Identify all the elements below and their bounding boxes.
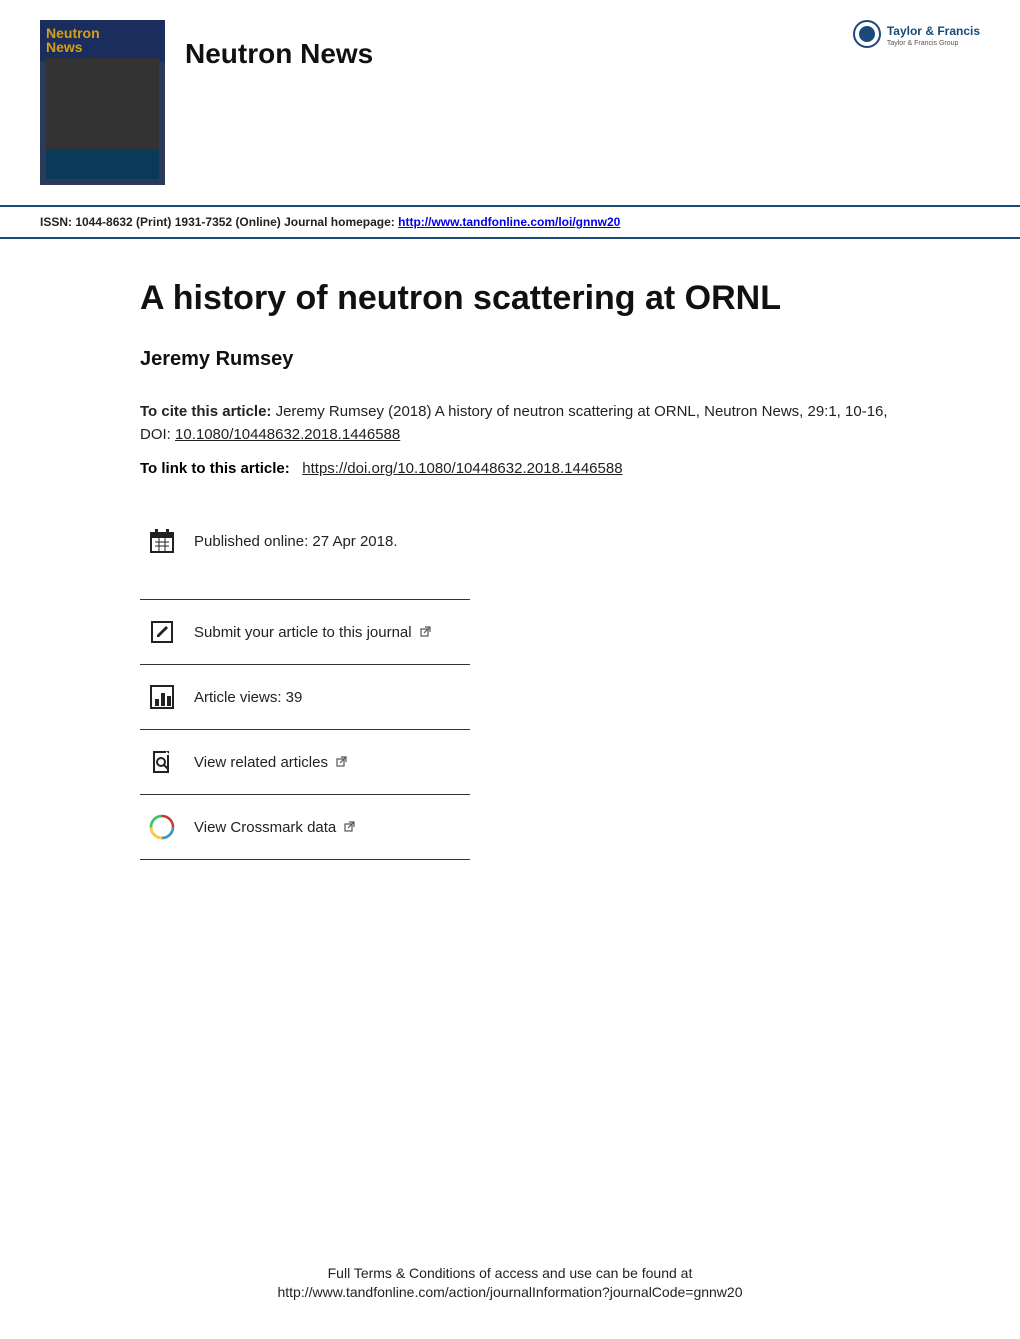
article-title: A history of neutron scattering at ORNL — [140, 279, 900, 318]
article-views-label: Article views: 39 — [194, 689, 302, 706]
issn-text: ISSN: 1044-8632 (Print) 1931-7352 (Onlin… — [40, 215, 398, 229]
doi-link-line: To link to this article: https://doi.org… — [140, 460, 900, 477]
related-icon — [148, 748, 176, 776]
publisher-name: Taylor & Francis — [887, 24, 980, 38]
bar-chart-icon — [148, 683, 176, 711]
cover-body-image — [46, 58, 159, 179]
crossmark-row[interactable]: View Crossmark data — [140, 795, 470, 860]
published-online-row: Published online: 27 Apr 2018. — [140, 527, 470, 573]
cite-label: To cite this article: — [140, 403, 271, 420]
cover-masthead-line-2: News — [46, 39, 83, 55]
cover-bottom-band — [46, 149, 159, 179]
article-actions: Published online: 27 Apr 2018. Submit yo… — [140, 527, 900, 860]
article-author: Jeremy Rumsey — [140, 348, 900, 371]
issn-bar: ISSN: 1044-8632 (Print) 1931-7352 (Onlin… — [0, 205, 1020, 239]
publisher-logo-icon — [853, 20, 881, 48]
related-articles-row[interactable]: View related articles — [140, 730, 470, 795]
submit-article-row[interactable]: Submit your article to this journal — [140, 599, 470, 665]
publisher-tagline: Taylor & Francis Group — [887, 40, 980, 47]
footer-terms: Full Terms & Conditions of access and us… — [0, 1264, 1020, 1303]
footer-line-2: http://www.tandfonline.com/action/journa… — [0, 1283, 1020, 1303]
header: Neutron News Neutron News Taylor & Franc… — [0, 0, 1020, 195]
calendar-icon — [148, 527, 176, 555]
doi-url-link[interactable]: https://doi.org/10.1080/10448632.2018.14… — [302, 460, 622, 477]
related-articles-label: View related articles — [194, 754, 347, 771]
citation-block: To cite this article: Jeremy Rumsey (201… — [140, 401, 900, 446]
published-online-label: Published online: 27 Apr 2018. — [194, 533, 398, 550]
footer-line-1: Full Terms & Conditions of access and us… — [0, 1264, 1020, 1284]
cover-masthead: Neutron News — [46, 26, 159, 54]
journal-homepage-link[interactable]: http://www.tandfonline.com/loi/gnnw20 — [398, 215, 620, 229]
external-link-icon — [420, 624, 431, 635]
external-link-icon — [336, 754, 347, 765]
journal-cover-thumbnail: Neutron News — [40, 20, 165, 185]
cite-doi-link[interactable]: 10.1080/10448632.2018.1446588 — [175, 426, 400, 443]
journal-title: Neutron News — [185, 38, 373, 70]
article-views-row: Article views: 39 — [140, 665, 470, 730]
submit-icon — [148, 618, 176, 646]
submit-article-label: Submit your article to this journal — [194, 624, 431, 641]
link-label: To link to this article: — [140, 460, 290, 477]
external-link-icon — [344, 819, 355, 830]
crossmark-icon — [148, 813, 176, 841]
publisher-logo: Taylor & Francis Taylor & Francis Group — [853, 20, 980, 48]
main-content: A history of neutron scattering at ORNL … — [0, 239, 1020, 900]
crossmark-label: View Crossmark data — [194, 819, 355, 836]
